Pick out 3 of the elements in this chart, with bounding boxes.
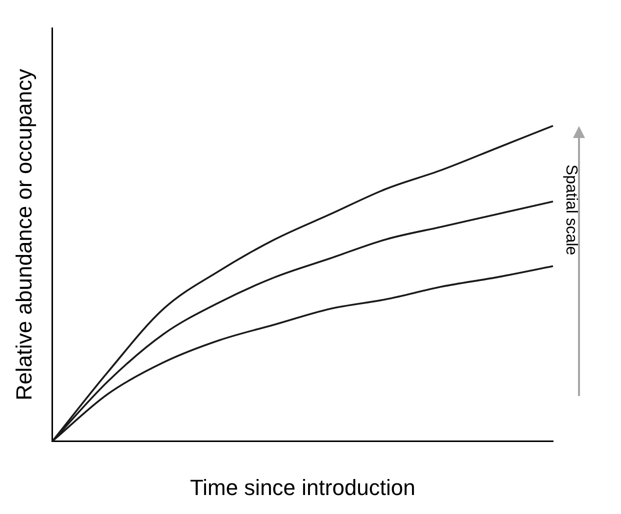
text: Spatial scale xyxy=(562,164,580,256)
x-axis-title: Time since introduction xyxy=(190,474,416,500)
y-axis-title: Relative abundance or occupancy xyxy=(11,68,36,400)
